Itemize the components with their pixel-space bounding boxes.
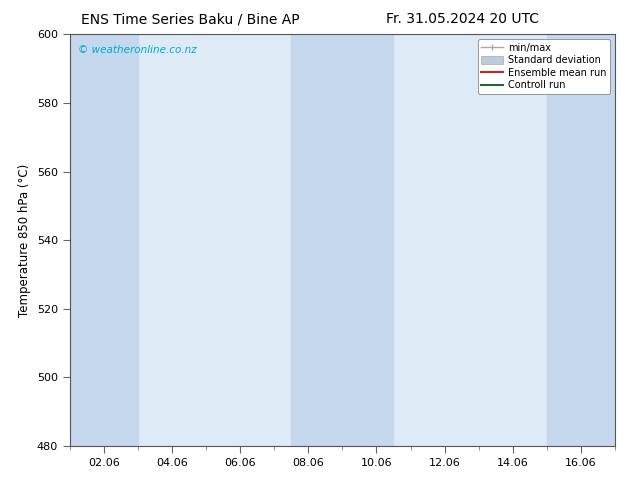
Text: © weatheronline.co.nz: © weatheronline.co.nz xyxy=(78,45,197,54)
Bar xyxy=(547,34,615,446)
Bar xyxy=(291,34,394,446)
Legend: min/max, Standard deviation, Ensemble mean run, Controll run: min/max, Standard deviation, Ensemble me… xyxy=(477,39,610,94)
Text: ENS Time Series Baku / Bine AP: ENS Time Series Baku / Bine AP xyxy=(81,12,299,26)
Y-axis label: Temperature 850 hPa (°C): Temperature 850 hPa (°C) xyxy=(18,164,31,317)
Text: Fr. 31.05.2024 20 UTC: Fr. 31.05.2024 20 UTC xyxy=(386,12,540,26)
Bar xyxy=(70,34,138,446)
